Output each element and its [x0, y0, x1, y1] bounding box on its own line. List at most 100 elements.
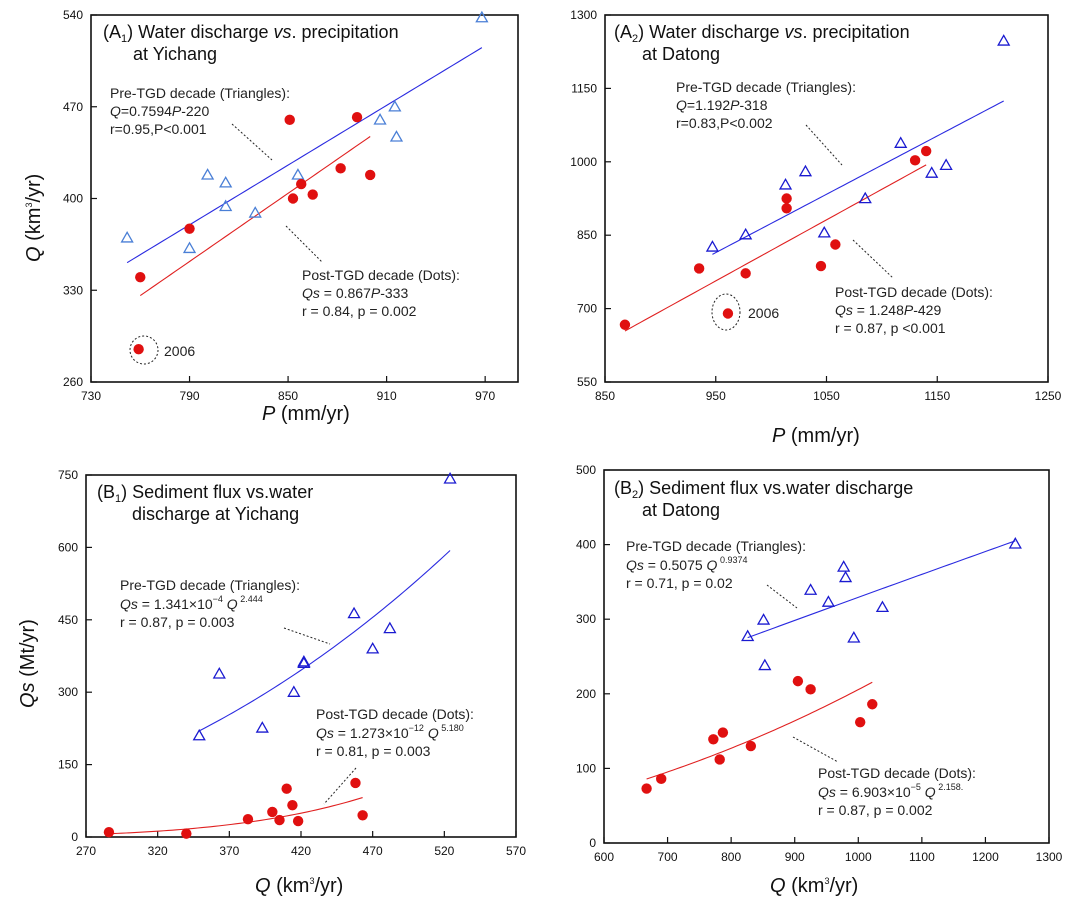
triangle-point-a1-7	[373, 113, 387, 125]
y-tick-label-b1-5: 750	[58, 468, 78, 482]
y-tick-label-b2-4: 400	[576, 538, 596, 552]
xlabel-b2: Q (km3/yr)	[770, 875, 858, 897]
dot-point-a2-1	[693, 263, 705, 274]
fit-lines-b2	[646, 540, 1016, 780]
dot-point-b1-4	[274, 814, 285, 826]
dot-point-b1-5	[281, 783, 292, 794]
y-tick-label-b1-4: 600	[58, 540, 78, 554]
y-tick-label-b2-5: 500	[576, 463, 596, 477]
plot-frame-a1	[90, 14, 519, 383]
y-tick-label-a2-2: 850	[577, 228, 597, 242]
dot-point-a2-4	[781, 203, 792, 214]
points-b2	[641, 537, 1022, 794]
dot-point-a2-0	[619, 319, 631, 330]
triangle-point-a2-3	[798, 164, 813, 177]
triangle-point-a1-9	[389, 130, 404, 142]
triangle-point-a1-3	[219, 175, 233, 188]
dot-point-a1-9	[284, 114, 295, 126]
triangle-point-a1-5	[248, 206, 262, 218]
y-tick-label-a1-2: 400	[63, 192, 83, 206]
dot-point-a2-7	[909, 155, 921, 166]
x-tick-label-b1-4: 470	[363, 844, 383, 858]
triangle-point-a1-6	[291, 168, 305, 180]
triangle-point-b2-9	[1008, 537, 1022, 549]
dot-point-b2-4	[717, 727, 729, 738]
triangle-point-a1-0	[120, 231, 134, 243]
title-b1: (B1) Sediment flux vs.water	[97, 482, 313, 505]
triangle-point-a2-0	[705, 240, 720, 252]
dot-point-a1-5	[335, 163, 346, 174]
fit-lines-a2	[624, 100, 1004, 332]
x-tick-label-b1-3: 420	[291, 844, 311, 858]
x-tick-label-b2-0: 600	[594, 850, 614, 864]
triangle-point-b1-7	[366, 641, 380, 654]
y-tick-label-b1-3: 450	[58, 613, 78, 627]
dot-point-a1-8	[133, 344, 144, 355]
panel-a2: 850 950 1050 1150 1250550700850100011501300 …	[570, 8, 1061, 447]
x-tick-label-a1-1: 790	[180, 389, 200, 403]
annotation-post-tgd-b1: Post-TGD decade (Dots): Qs = 1.273×10−12…	[316, 706, 478, 759]
dot-point-b2-5	[745, 740, 757, 752]
ylabel-b1: Qs (Mt/yr)	[17, 619, 39, 708]
x-tick-label-b2-7: 1300	[1036, 850, 1063, 864]
fit-line-a2-post	[624, 164, 927, 332]
triangle-point-a2-4	[817, 225, 831, 238]
x-tick-label-a2-0: 850	[595, 389, 615, 403]
leader-post-tgd-a2	[852, 239, 894, 279]
triangle-point-a2-9	[997, 34, 1011, 46]
triangle-point-b1-5	[297, 654, 311, 667]
xlabel-b1: Q (km3/yr)	[255, 875, 343, 897]
leader-post-tgd-b2	[792, 736, 839, 763]
dot-point-b2-9	[867, 699, 878, 710]
triangle-point-a1-1	[182, 241, 197, 254]
panel-a1: 730 790 850 910 970 260 330 400 470 540 (A1) Wate…	[23, 8, 519, 425]
y-tick-label-a2-0: 550	[577, 375, 597, 389]
x-tick-label-a1-2: 850	[278, 389, 298, 403]
x-tick-label-b1-6: 570	[506, 844, 526, 858]
triangle-point-a1-8	[388, 99, 402, 112]
triangle-point-b1-8	[383, 621, 397, 634]
fit-lines-b1	[108, 550, 451, 835]
dot-point-b2-1	[656, 773, 667, 785]
x-tick-label-a1-0: 730	[81, 389, 101, 403]
y-tick-label-b1-1: 150	[58, 758, 78, 772]
annotation-post-tgd-a2: Post-TGD decade (Dots): Qs = 1.248P-429 …	[835, 284, 997, 336]
annotation-pre-tgd-a1: Pre-TGD decade (Triangles): Q=0.7594P-22…	[110, 85, 294, 137]
dot-point-a2-2	[740, 268, 751, 279]
label-2006-a2: 2006	[748, 305, 779, 321]
dot-point-a1-0	[135, 271, 146, 283]
triangle-point-a2-8	[939, 158, 953, 171]
x-tick-label-b2-5: 1100	[909, 850, 935, 864]
triangle-point-a2-2	[778, 177, 793, 190]
dot-point-a1-1	[184, 223, 195, 234]
triangle-point-b2-0	[741, 629, 755, 642]
title-b2-line2: at Datong	[642, 500, 720, 520]
triangle-point-a1-10	[475, 10, 489, 23]
triangle-point-b2-2	[758, 658, 772, 671]
dot-point-b2-7	[805, 684, 816, 695]
title-a1-line2: at Yichang	[133, 44, 217, 64]
triangle-point-a1-4	[219, 199, 233, 212]
y-tick-label-a1-1: 330	[63, 283, 83, 297]
x-tick-label-b1-0: 270	[76, 844, 96, 858]
dot-point-b1-6	[287, 799, 298, 811]
fit-line-a2-pre	[712, 100, 1004, 255]
x-tick-label-a2-1: 950	[706, 389, 726, 403]
title-a2: (A2) Water discharge vs. precipitation	[614, 22, 910, 45]
y-tick-label-a1-0: 260	[63, 375, 83, 389]
xlabel-a2: P (mm/yr)	[772, 425, 860, 447]
fit-line-b1-pre	[198, 550, 451, 732]
panel-b1: 270 320 370 420 470 520 570 0 150 300 450 600 750 (B…	[17, 468, 526, 897]
y-tick-label-b1-0: 0	[71, 830, 78, 844]
ylabel-a1: Q (km3/yr)	[23, 174, 45, 262]
x-tick-label-b1-1: 320	[148, 844, 168, 858]
dot-point-b2-0	[641, 783, 652, 794]
triangle-point-b2-4	[821, 595, 836, 607]
dot-point-b1-1	[181, 828, 192, 839]
triangle-point-b2-5	[837, 560, 851, 572]
triangle-point-b2-8	[875, 600, 890, 613]
points-b1	[103, 472, 457, 839]
x-tick-label-a1-4: 970	[475, 389, 495, 403]
dot-point-b1-8	[350, 777, 361, 789]
